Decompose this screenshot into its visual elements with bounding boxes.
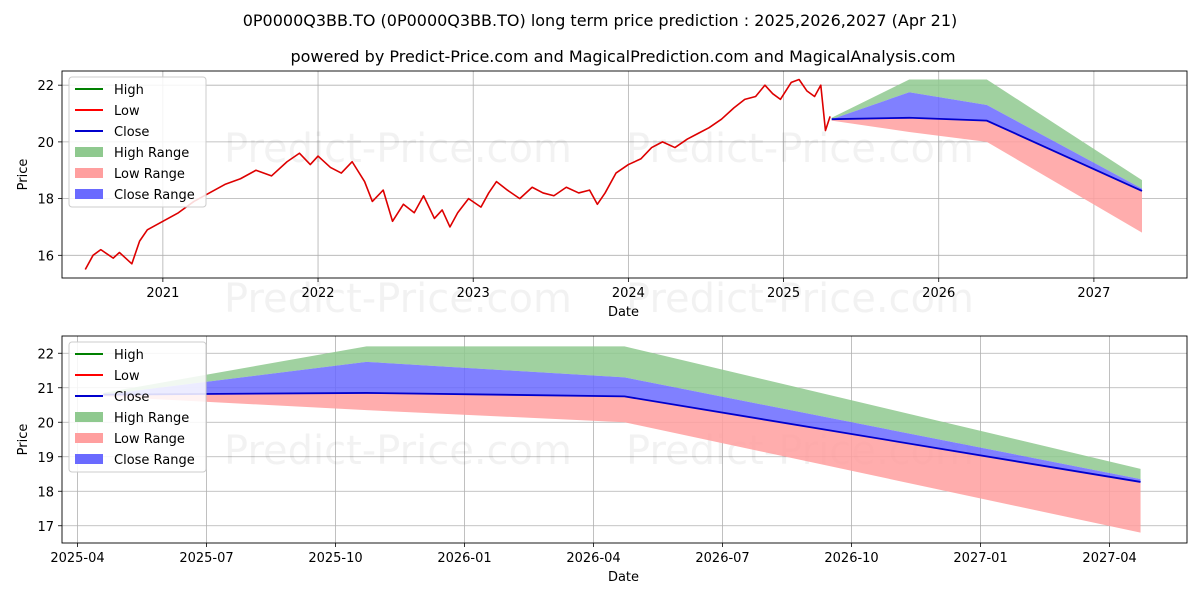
x-tick-label: 2021 [146, 286, 179, 301]
chart-subtitle: powered by Predict-Price.com and Magical… [290, 47, 955, 66]
x-axis-label: Date [608, 570, 639, 585]
y-axis-label: Price [16, 424, 31, 456]
x-tick-label: 2027-04 [1082, 551, 1136, 566]
legend-box [68, 76, 207, 208]
history-price-line [84, 78, 831, 270]
x-tick-label: 2022 [301, 286, 334, 301]
legend-area-swatch [75, 412, 103, 422]
legend-box [68, 341, 207, 473]
x-tick-label: 2025-07 [179, 551, 233, 566]
close-range-area [103, 361, 1141, 482]
y-tick-label: 22 [37, 347, 54, 362]
y-tick-label: 17 [37, 520, 54, 535]
x-tick-label: 2026-04 [566, 551, 620, 566]
legend-area-swatch [75, 168, 103, 178]
watermark-text: Predict-Price.com [224, 126, 572, 172]
legend-label: Low Range [114, 432, 185, 447]
x-tick-label: 2025-10 [308, 551, 362, 566]
legend-label: Low [114, 369, 140, 384]
watermark-text: Predict-Price.com [224, 428, 572, 474]
y-tick-label: 22 [37, 79, 54, 94]
y-tick-label: 16 [37, 249, 54, 264]
legend-area-swatch [75, 147, 103, 157]
legend-label: Low Range [114, 167, 185, 182]
legend-area-swatch [75, 433, 103, 443]
y-tick-label: 20 [37, 416, 54, 431]
y-axis-label: Price [16, 159, 31, 191]
legend-label: Close [114, 390, 149, 405]
chart-title: 0P0000Q3BB.TO (0P0000Q3BB.TO) long term … [243, 11, 958, 30]
watermark-text: Predict-Price.com [224, 276, 572, 322]
legend-label: High [114, 83, 144, 98]
high-range-area [103, 346, 1141, 480]
low-range-area [831, 117, 1142, 233]
legend-label: Close [114, 125, 149, 140]
upper-chart-panel: 2021 2022 2023 2024 2025 2026 202716182022Pred… [16, 70, 1188, 322]
close-series-line [103, 392, 1141, 483]
lower-chart-panel: 2025-04 2025-07 2025-10 2026-01 2026-04 2026-… [16, 335, 1188, 585]
y-tick-label: 19 [37, 451, 54, 466]
legend: High Low Close High Range Low Range Close Ran… [68, 76, 207, 208]
watermark-text: Predict-Price.com [626, 126, 974, 172]
x-tick-label: 2026-01 [437, 551, 491, 566]
x-tick-label: 2027 [1077, 286, 1110, 301]
y-tick-label: 18 [37, 485, 54, 500]
y-tick-label: 20 [37, 136, 54, 151]
x-tick-label: 2024 [612, 286, 645, 301]
x-tick-label: 2027-01 [953, 551, 1007, 566]
low-range-area [103, 392, 1141, 533]
x-tick-label: 2026-10 [824, 551, 878, 566]
legend-label: High Range [114, 411, 189, 426]
x-tick-label: 2023 [457, 286, 490, 301]
y-tick-label: 21 [37, 382, 54, 397]
legend-label: Close Range [114, 453, 195, 468]
high-range-area [831, 79, 1142, 189]
legend-label: High [114, 348, 144, 363]
plot-frame [61, 70, 1188, 279]
legend-label: Low [114, 104, 140, 119]
watermark-text: Predict-Price.com [626, 276, 974, 322]
legend-area-swatch [75, 189, 103, 199]
y-tick-label: 18 [37, 193, 54, 208]
x-axis-label: Date [608, 305, 639, 320]
x-tick-label: 2025 [767, 286, 800, 301]
x-tick-label: 2025-04 [50, 551, 104, 566]
legend-label: High Range [114, 146, 189, 161]
legend-area-swatch [75, 454, 103, 464]
legend: High Low Close High Range Low Range Close Ran… [68, 341, 207, 473]
x-tick-label: 2026-07 [695, 551, 749, 566]
plot-frame [61, 335, 1188, 544]
close-series-line [831, 116, 1143, 192]
legend-label: Close Range [114, 188, 195, 203]
x-tick-label: 2026 [922, 286, 955, 301]
